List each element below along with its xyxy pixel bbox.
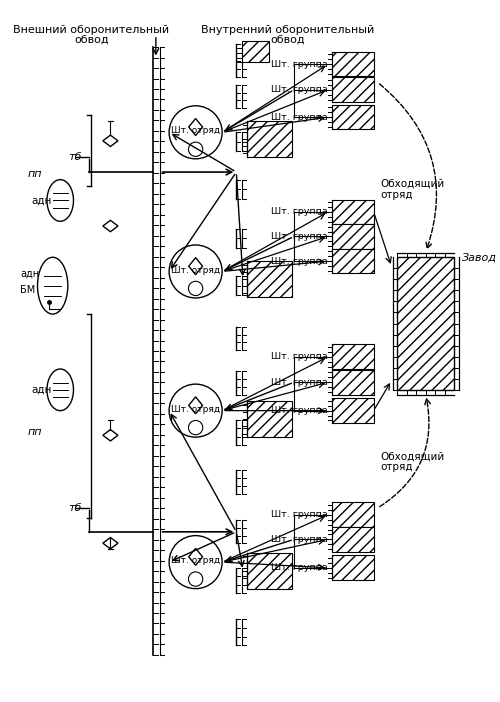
Text: обвод: обвод (270, 34, 305, 44)
Bar (332, 503, 374, 527)
Circle shape (169, 245, 222, 298)
Text: адн: адн (20, 268, 40, 279)
FancyArrowPatch shape (380, 84, 436, 249)
Ellipse shape (38, 257, 68, 314)
Text: Шт. отряд: Шт. отряд (171, 556, 220, 565)
Text: Шт. отряд: Шт. отряд (171, 126, 220, 135)
Text: Шт. группа: Шт. группа (272, 232, 328, 241)
Bar (332, 555, 374, 580)
Circle shape (169, 384, 222, 437)
Text: тб: тб (68, 152, 81, 162)
Bar (332, 370, 374, 395)
Text: пп: пп (27, 428, 42, 437)
Text: тб: тб (68, 503, 81, 513)
Text: Шт. группа: Шт. группа (272, 207, 328, 216)
Bar (332, 224, 374, 249)
Text: Обходящий: Обходящий (380, 178, 444, 188)
Text: адн: адн (32, 385, 52, 395)
Text: отряд: отряд (380, 463, 412, 472)
Text: обвод: обвод (74, 34, 109, 44)
Bar (332, 52, 374, 77)
FancyArrowPatch shape (380, 399, 430, 507)
Text: Шт. группа: Шт. группа (272, 378, 328, 387)
Text: пп: пп (27, 169, 42, 179)
Bar (332, 345, 374, 369)
Circle shape (169, 536, 222, 589)
Text: Шт. отряд: Шт. отряд (171, 265, 220, 274)
Text: Шт. группа: Шт. группа (272, 352, 328, 362)
Text: адн: адн (32, 195, 52, 206)
Bar (246, 121, 292, 157)
Bar (332, 527, 374, 552)
Bar (246, 552, 292, 589)
Bar (398, 257, 454, 390)
Text: Шт. группа: Шт. группа (272, 535, 328, 544)
Text: Шт. группа: Шт. группа (272, 406, 328, 415)
Text: Шт. группа: Шт. группа (272, 60, 328, 69)
Ellipse shape (47, 180, 74, 221)
Bar (332, 249, 374, 273)
Text: Завод: Завод (462, 253, 496, 263)
Bar (332, 199, 374, 224)
Text: Шт. группа: Шт. группа (272, 256, 328, 265)
Ellipse shape (47, 369, 74, 411)
Bar (332, 77, 374, 102)
Bar (246, 261, 292, 297)
Text: Внешний оборонительный: Внешний оборонительный (14, 25, 170, 35)
Bar (246, 401, 292, 437)
Text: БМ: БМ (20, 286, 36, 296)
Circle shape (188, 282, 203, 296)
Bar (332, 398, 374, 423)
Text: Шт. группа: Шт. группа (272, 112, 328, 121)
Bar (332, 105, 374, 129)
Circle shape (169, 106, 222, 159)
Text: Шт. группа: Шт. группа (272, 510, 328, 519)
Text: Шт. отряд: Шт. отряд (171, 405, 220, 413)
Circle shape (188, 420, 203, 435)
Text: Обходящий: Обходящий (380, 451, 444, 461)
Text: отряд: отряд (380, 190, 412, 200)
Bar (242, 41, 268, 62)
Text: Шт. группа: Шт. группа (272, 563, 328, 572)
Circle shape (188, 142, 203, 157)
Text: Внутренний оборонительный: Внутренний оборонительный (201, 25, 374, 35)
Text: Шт. группа: Шт. группа (272, 85, 328, 94)
Circle shape (188, 572, 203, 586)
